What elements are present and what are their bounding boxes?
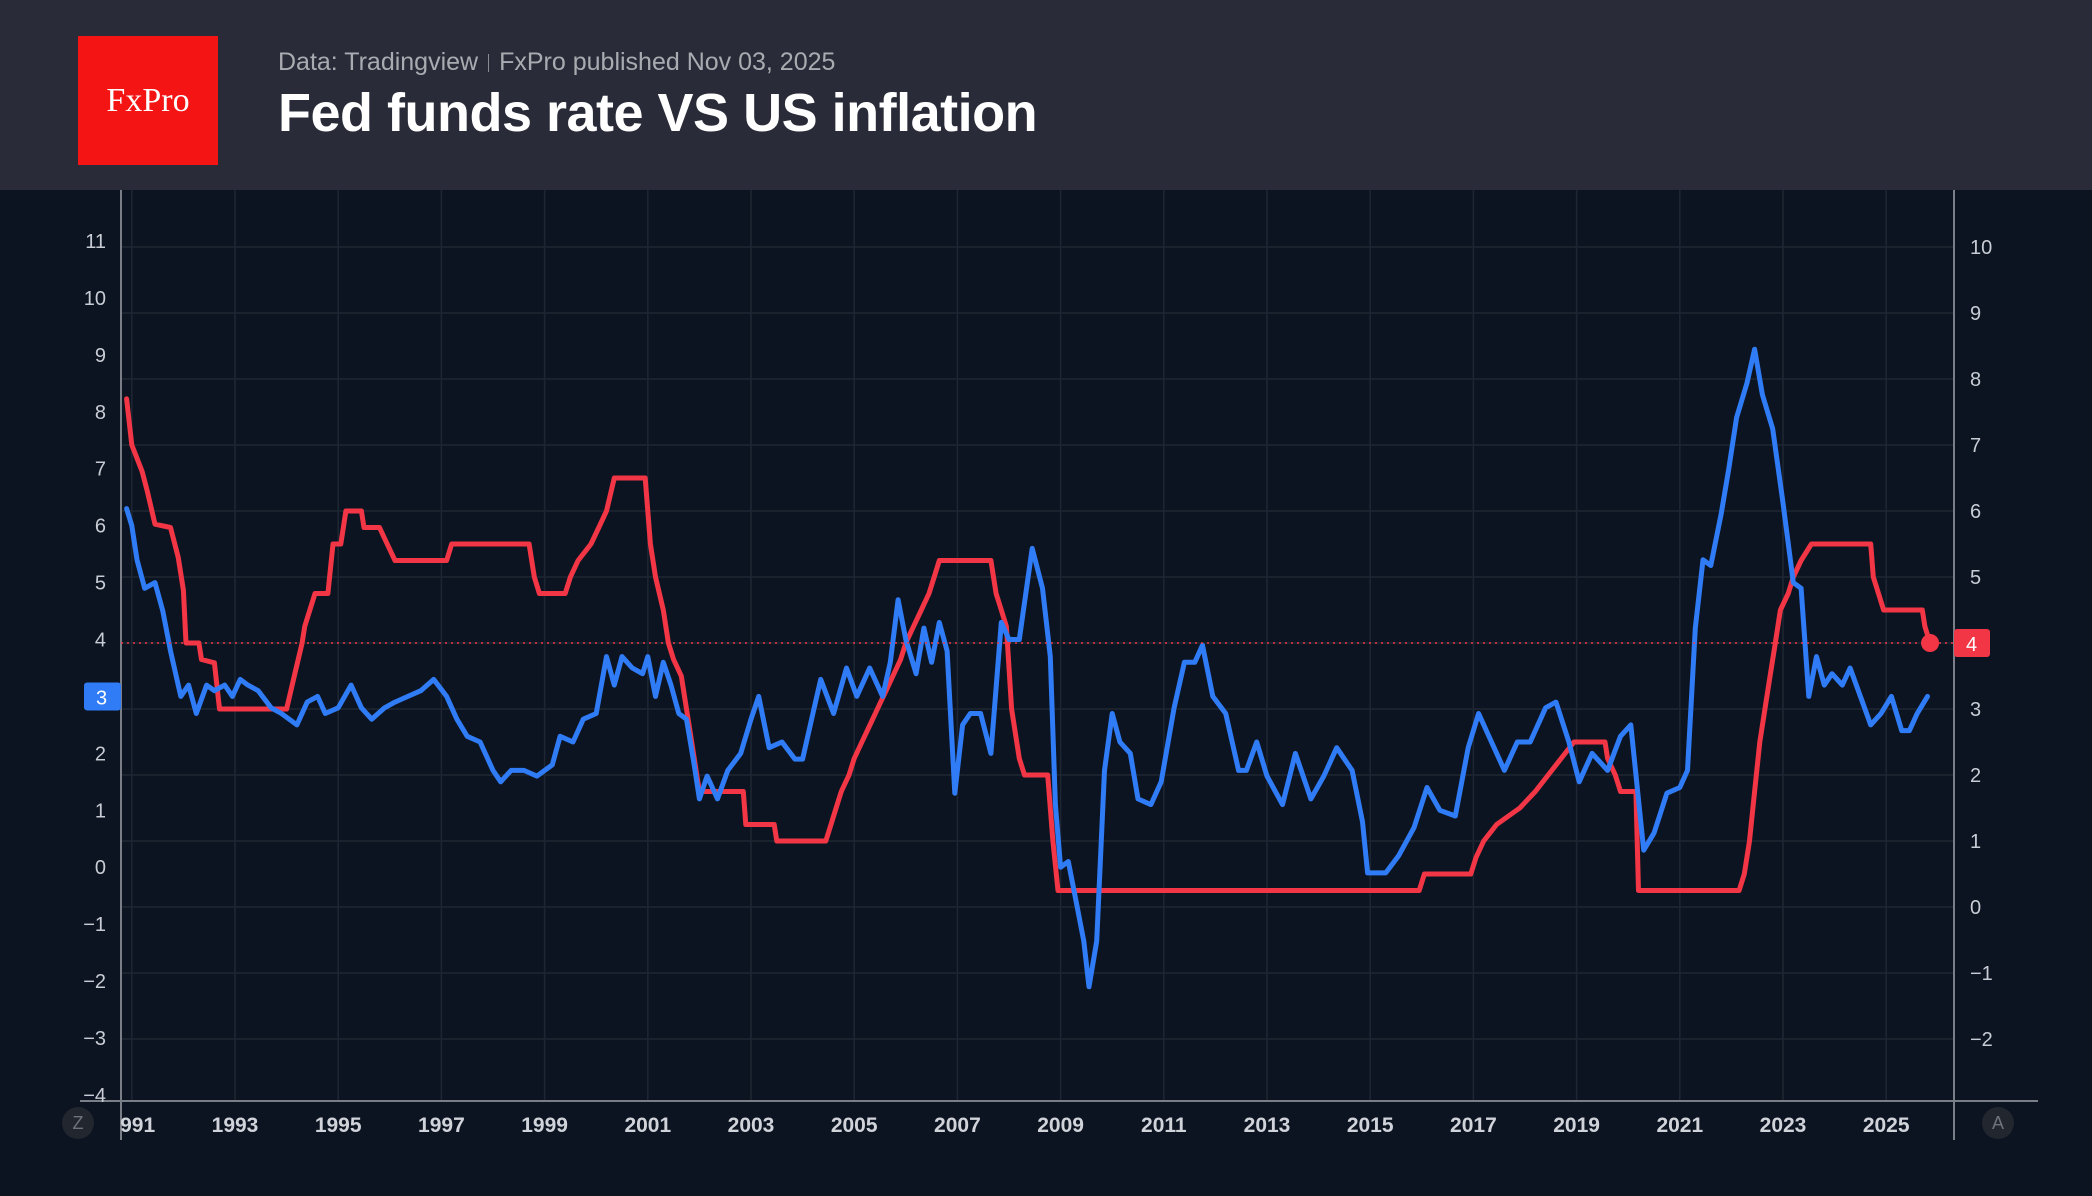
fed-rate-line bbox=[124, 396, 1933, 893]
left-axis-tick-label: 1 bbox=[95, 800, 106, 822]
x-axis-tick-label: 1991 bbox=[108, 1114, 155, 1137]
x-axis-tick-label: 1999 bbox=[521, 1114, 568, 1137]
inflation-last-value: 3 bbox=[96, 687, 107, 709]
x-axis-tick-label: 2021 bbox=[1656, 1114, 1703, 1137]
data-source: Data: Tradingview bbox=[278, 48, 479, 76]
inflation-last-value-badge bbox=[84, 682, 121, 711]
left-axis-tick-label: 7 bbox=[95, 459, 106, 481]
fed-rate-last-value-badge bbox=[1954, 629, 1990, 657]
x-axis-tick-label: 2009 bbox=[1037, 1114, 1084, 1137]
x-axis-tick-label: 2005 bbox=[831, 1114, 878, 1137]
plot-area[interactable] bbox=[124, 346, 1933, 990]
x-axis-tick-label: 1995 bbox=[315, 1114, 362, 1137]
right-axis-tick-label: 1 bbox=[1970, 831, 1981, 853]
header: FxPro Data: Tradingview FxPro published N… bbox=[0, 0, 2092, 190]
inflation-line bbox=[124, 346, 1930, 990]
auto-scale-button[interactable]: A bbox=[1982, 1107, 2014, 1139]
left-axis-tick-label: −4 bbox=[83, 1085, 106, 1107]
x-axis-tick-label: 2023 bbox=[1760, 1114, 1807, 1137]
fxpro-logo: FxPro bbox=[78, 36, 218, 165]
right-axis-tick-label: 5 bbox=[1970, 567, 1981, 589]
x-axis-tick-label: 2013 bbox=[1244, 1114, 1291, 1137]
left-axis-tick-label: 9 bbox=[95, 345, 106, 367]
right-axis-tick-label: −2 bbox=[1970, 1029, 1993, 1051]
left-axis-tick-label: 10 bbox=[84, 288, 106, 310]
x-axis-tick-label: 1993 bbox=[212, 1114, 259, 1137]
right-axis-tick-label: −1 bbox=[1970, 963, 1993, 985]
left-axis-tick-label: 2 bbox=[95, 743, 106, 765]
right-axis-tick-label: 3 bbox=[1970, 699, 1981, 721]
x-axis-tick-label: 2015 bbox=[1347, 1114, 1394, 1137]
right-axis-tick-label: 8 bbox=[1970, 369, 1981, 391]
published-date: FxPro published Nov 03, 2025 bbox=[499, 48, 836, 76]
x-axis-tick-label: 1997 bbox=[418, 1114, 465, 1137]
separator bbox=[488, 54, 490, 73]
left-axis-tick-label: 6 bbox=[95, 516, 106, 538]
left-axis-tick-label: 4 bbox=[95, 630, 106, 652]
right-axis-tick-label: 0 bbox=[1970, 897, 1981, 919]
axes: 1110987654210−1−2−3−410987653210−1−21991… bbox=[80, 190, 2038, 1140]
left-axis-tick-label: −1 bbox=[83, 914, 106, 936]
chart-title: Fed funds rate VS US inflation bbox=[278, 83, 1038, 143]
x-axis-tick-label: 2025 bbox=[1863, 1114, 1910, 1137]
right-axis-tick-label: 9 bbox=[1970, 303, 1981, 325]
x-axis-tick-label: 2011 bbox=[1141, 1114, 1187, 1137]
fed-rate-last-value: 4 bbox=[1966, 634, 1977, 656]
reset-zoom-button[interactable]: Z bbox=[62, 1107, 94, 1139]
left-axis-tick-label: −3 bbox=[83, 1028, 106, 1050]
left-axis-tick-label: −2 bbox=[83, 971, 106, 993]
grid bbox=[121, 190, 1954, 1101]
subtitle: Data: Tradingview FxPro published Nov 03,… bbox=[278, 48, 835, 77]
x-axis-tick-label: 2007 bbox=[934, 1114, 981, 1137]
x-axis-labels: 1991 1993 1995 1997 1999 2001 2003 2005 2007 2009… bbox=[108, 1114, 1910, 1137]
fed-rate-last-point bbox=[1921, 634, 1940, 652]
right-axis-tick-label: 6 bbox=[1970, 501, 1981, 523]
left-axis-tick-label: 8 bbox=[95, 402, 106, 424]
x-axis-tick-label: 2001 bbox=[624, 1114, 671, 1137]
x-axis-tick-label: 2003 bbox=[728, 1114, 775, 1137]
left-axis-tick-label: 0 bbox=[95, 857, 106, 879]
left-axis-tick-label: 5 bbox=[95, 573, 106, 595]
x-axis-tick-label: 2019 bbox=[1553, 1114, 1600, 1137]
left-axis-tick-label: 11 bbox=[85, 231, 106, 253]
x-axis-tick-label: 2017 bbox=[1450, 1114, 1497, 1137]
right-axis-tick-label: 10 bbox=[1970, 237, 1992, 259]
right-axis-tick-label: 2 bbox=[1970, 765, 1981, 787]
right-axis-tick-label: 7 bbox=[1970, 435, 1981, 457]
